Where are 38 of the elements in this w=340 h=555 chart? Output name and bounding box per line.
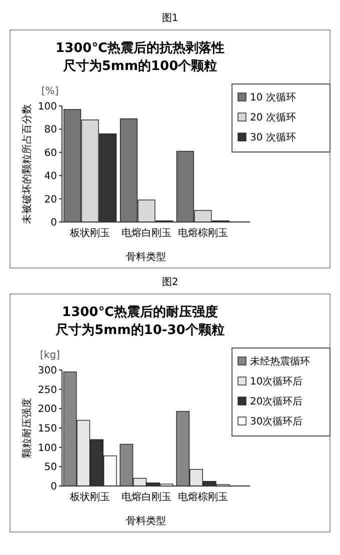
x-tick-label: 电熔白刚玉 [122, 491, 172, 503]
legend-label: 未经热震循环 [250, 356, 310, 368]
y-tick-label: 100 [38, 442, 57, 454]
legend-label: 10次循环后 [250, 376, 303, 388]
y-tick-label: 150 [38, 424, 57, 434]
legend-label: 30 次循环 [250, 132, 296, 144]
y-tick-label: 250 [38, 384, 57, 396]
legend-label: 30次循环后 [250, 416, 303, 428]
y-tick-label: 20 [44, 194, 57, 206]
y-axis-title: 未被破坏的颗粒所占百分数 [21, 104, 33, 224]
x-tick-label: 板状刚玉 [69, 491, 110, 503]
y-tick-label: 100 [38, 102, 57, 112]
x-tick-label: 电熔棕刚玉 [178, 491, 228, 503]
caption: 图1 [162, 13, 178, 24]
legend-label: 20次循环后 [250, 396, 303, 408]
y-tick-label: 0 [50, 482, 57, 492]
chart-title: 1300℃热震后的耐压强度 [62, 304, 218, 320]
y-tick-label: 60 [44, 148, 57, 159]
text: [%] [41, 86, 59, 97]
x-tick-label: 电熔棕刚玉 [178, 227, 228, 239]
legend-label: 20 次循环 [250, 112, 296, 124]
chart-title: 1300℃热震后的抗热剥落性 [56, 40, 224, 56]
y-axis-title: 颗粒耐压强度 [21, 398, 33, 458]
x-tick-label: 电熔白刚玉 [122, 227, 172, 239]
text: [kg] [40, 350, 60, 361]
chart-subtitle: 尺寸为5mm的10-30个颗粒 [54, 323, 224, 338]
y-tick-label: 80 [44, 124, 57, 136]
x-tick-label: 板状刚玉 [69, 227, 110, 239]
x-axis-title: 骨料类型 [126, 515, 166, 527]
x-axis-title: 骨料类型 [126, 251, 166, 263]
caption: 图2 [162, 277, 178, 288]
legend-label: 10 次循环 [250, 92, 296, 104]
chart-subtitle: 尺寸为5mm的100个颗粒 [62, 59, 218, 74]
y-tick-label: 200 [38, 404, 57, 416]
y-tick-label: 50 [44, 462, 57, 474]
y-tick-label: 300 [38, 366, 57, 376]
y-tick-label: 40 [44, 171, 57, 182]
y-tick-label: 0 [50, 218, 57, 228]
